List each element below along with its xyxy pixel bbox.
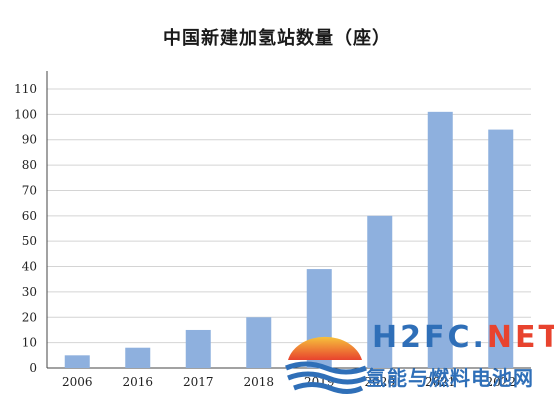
y-tick-label: 80 [22,158,37,172]
y-tick-label: 70 [22,183,37,197]
watermark-emblem-icon [285,336,368,394]
x-tick-label: 2021 [425,375,456,389]
watermark-chinese: 氢能与燃料电池网 [366,366,534,390]
y-tick-label: 40 [22,260,37,274]
bar-2016 [125,347,151,368]
y-tick-label: 10 [22,336,37,350]
watermark-domain: H2FC.NET [372,320,554,355]
bar-2021 [427,111,453,368]
x-tick-label: 2022 [485,375,516,389]
y-tick-label: 50 [22,234,37,248]
y-tick-label: 20 [22,310,37,324]
watermark-logo: H2FC.NET 氢能与燃料电池网 [282,318,554,398]
y-tick-label: 30 [22,285,37,299]
x-tick-label: 2016 [122,375,153,389]
bar-2018 [246,317,272,368]
y-tick-label: 100 [14,107,37,121]
x-tick-label: 2017 [183,375,214,389]
y-tick-label: 110 [14,82,37,96]
y-tick-label: 60 [22,209,37,223]
x-tick-label: 2018 [243,375,274,389]
bar-2022 [488,129,514,368]
chart-title: 中国新建加氢站数量（座） [163,28,391,49]
y-tick-label: 0 [29,361,37,375]
bar-2020 [367,215,393,368]
bar-2006 [64,355,90,368]
x-tick-label: 2006 [62,375,93,389]
x-tick-label: 2020 [364,375,395,389]
y-tick-label: 90 [22,133,37,147]
bar-2017 [185,329,211,368]
